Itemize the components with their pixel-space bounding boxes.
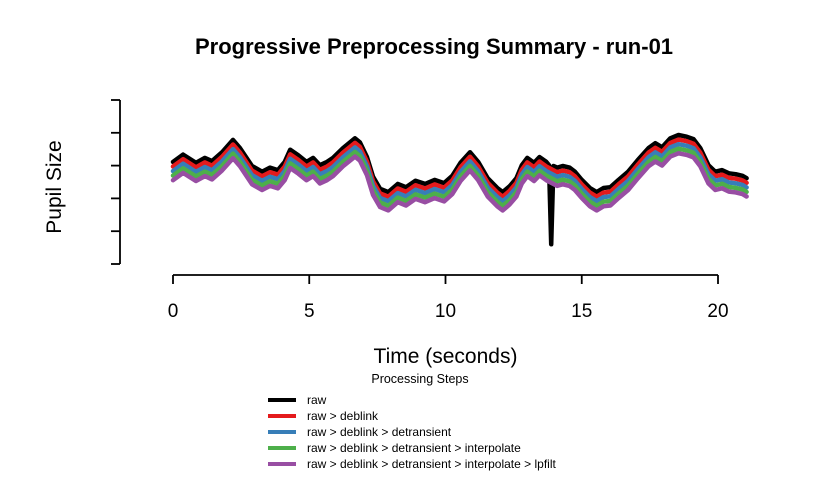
x-axis-tick-label: 20 xyxy=(707,301,728,322)
legend-item-label: raw > deblink > detransient xyxy=(307,425,452,439)
x-axis-tick-label: 15 xyxy=(571,301,592,322)
x-axis-label: Time (seconds) xyxy=(373,345,518,368)
legend-item-label: raw > deblink > detransient > interpolat… xyxy=(307,441,521,455)
legend-line-swatch xyxy=(268,446,296,450)
legend-line-swatch xyxy=(268,398,296,402)
legend-item-deblink: raw > deblink xyxy=(268,408,613,424)
x-axis-tick-label: 0 xyxy=(168,301,179,322)
x-axis-tick-label: 5 xyxy=(304,301,315,322)
legend-item-label: raw > deblink xyxy=(307,409,379,423)
chart-title: Progressive Preprocessing Summary - run-… xyxy=(194,34,674,59)
legend-item-lpfilt: raw > deblink > detransient > interpolat… xyxy=(268,456,613,472)
legend-item-raw: raw xyxy=(268,392,613,408)
legend-item-label: raw xyxy=(307,393,327,407)
legend: Processing Steps raw raw > deblink raw >… xyxy=(268,372,613,472)
legend-item-interpolate: raw > deblink > detransient > interpolat… xyxy=(268,440,613,456)
legend-line-swatch xyxy=(268,430,296,434)
legend-item-label: raw > deblink > detransient > interpolat… xyxy=(307,457,556,471)
legend-item-detransient: raw > deblink > detransient xyxy=(268,424,613,440)
legend-line-swatch xyxy=(268,414,296,418)
legend-line-swatch xyxy=(268,462,296,466)
legend-title: Processing Steps xyxy=(371,372,469,386)
y-axis-label: Pupil Size xyxy=(43,140,66,234)
series-line-4 xyxy=(170,151,749,213)
x-axis-tick-label: 10 xyxy=(435,301,456,322)
